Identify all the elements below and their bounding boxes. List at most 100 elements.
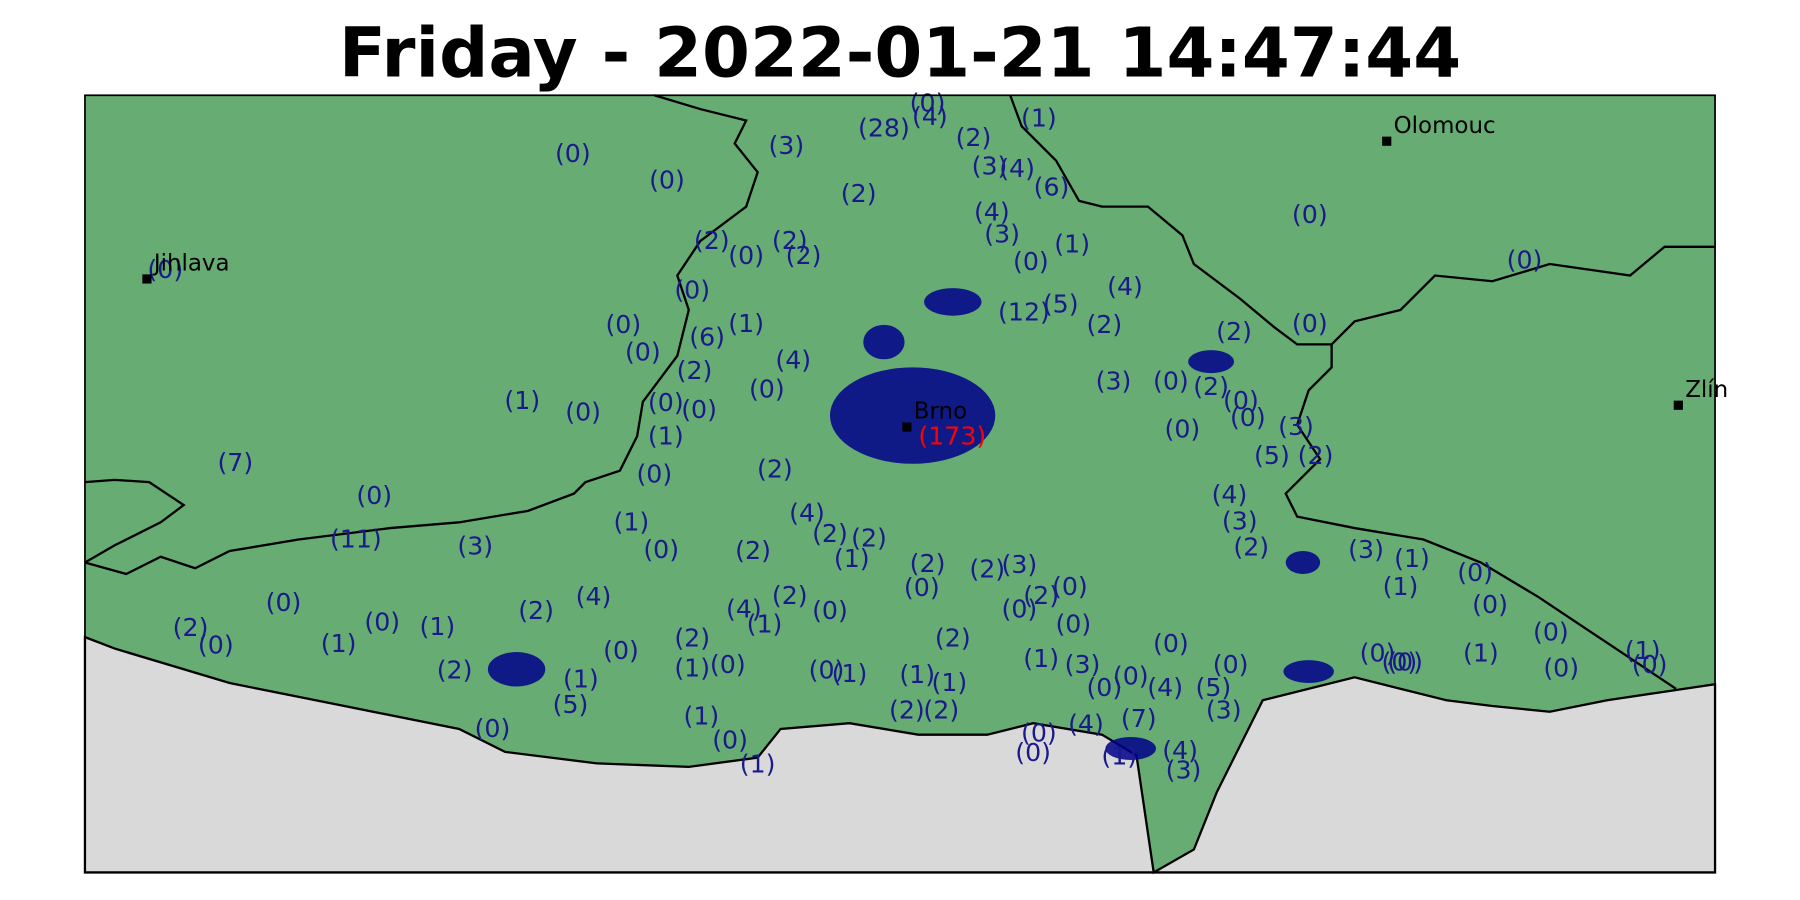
count-label: (3) <box>1222 506 1258 535</box>
count-label: (1) <box>728 309 764 338</box>
count-label: (7) <box>1121 704 1157 733</box>
count-label: (0) <box>910 88 946 117</box>
count-label: (3) <box>1278 412 1314 441</box>
count-label: (0) <box>1381 648 1417 677</box>
count-label: (1) <box>747 610 783 639</box>
count-label: (0) <box>812 596 848 625</box>
count-label: (1) <box>1394 544 1430 573</box>
count-label: (6) <box>1034 172 1070 201</box>
count-label: (2) <box>923 696 959 725</box>
count-label: (1) <box>613 507 649 536</box>
count-label: (0) <box>1533 618 1569 647</box>
count-label: (1) <box>684 701 720 730</box>
count-label: (4) <box>576 582 612 611</box>
count-label: (1) <box>931 668 967 697</box>
count-label: (0) <box>710 650 746 679</box>
count-label: (4) <box>974 198 1010 227</box>
count-label: (0) <box>1472 590 1508 619</box>
count-label: (0) <box>1153 629 1189 658</box>
count-label: (1) <box>1054 230 1090 259</box>
count-label: (1) <box>1625 636 1661 665</box>
count-label: (4) <box>1147 673 1183 702</box>
count-label: (3) <box>1348 535 1384 564</box>
count-label: (0) <box>1292 309 1328 338</box>
count-label: (4) <box>1162 736 1198 765</box>
region-borders <box>84 94 1716 690</box>
city-marker <box>142 274 152 284</box>
count-label: (0) <box>1052 572 1088 601</box>
count-label: (0) <box>636 459 672 488</box>
count-label: (2) <box>786 241 822 270</box>
count-label: (2) <box>772 226 808 255</box>
count-label: (1) <box>1101 742 1137 771</box>
count-label: (0) <box>1230 403 1266 432</box>
count-label: (2) <box>1216 317 1252 346</box>
count-label: (7) <box>217 448 253 477</box>
count-label: (0) <box>1001 595 1037 624</box>
count-label: (1) <box>899 660 935 689</box>
count-label: (4) <box>1068 710 1104 739</box>
count-label: (4) <box>912 102 948 131</box>
count-label: (0) <box>625 338 661 367</box>
count-label: (2) <box>173 613 209 642</box>
count-label: (3) <box>1001 550 1037 579</box>
count-label: (2) <box>969 555 1005 584</box>
count-label: (0) <box>1292 200 1328 229</box>
count-label: (0) <box>712 726 748 755</box>
outside-region <box>83 635 1717 875</box>
count-label: (0) <box>356 481 392 510</box>
count-label: (3) <box>768 131 804 160</box>
count-label: (2) <box>677 356 713 385</box>
count-label: (0) <box>605 310 641 339</box>
city-marker <box>1382 136 1392 146</box>
count-label: (1) <box>834 544 870 573</box>
count-label: (3) <box>1206 696 1242 725</box>
count-label: (1) <box>648 421 684 450</box>
count-label: (0) <box>1543 653 1579 682</box>
map-frame <box>84 94 1716 874</box>
count-label: (0) <box>198 630 234 659</box>
count-label: (1) <box>504 386 540 415</box>
city-name: Olomouc <box>1394 113 1496 139</box>
count-label: (0) <box>555 139 591 168</box>
count-label: (2) <box>889 696 925 725</box>
count-label: (0) <box>749 374 785 403</box>
count-label: (2) <box>674 623 710 652</box>
count-label: (0) <box>1213 650 1249 679</box>
count-label: (0) <box>1387 648 1423 677</box>
count-label: (0) <box>475 714 511 743</box>
count-label: (2) <box>910 549 946 578</box>
count-label: (2) <box>1298 441 1334 470</box>
count-label: (1) <box>321 629 357 658</box>
count-label: (2) <box>851 524 887 553</box>
count-labels: (0)(0)(3)(28)(0)(4) (1)(2)(3)(4)(6)(2)(4)… <box>147 88 1667 784</box>
count-label: (2) <box>1086 310 1122 339</box>
count-label: (0) <box>1507 246 1543 275</box>
count-label: (2) <box>694 226 730 255</box>
city-marker <box>1673 400 1683 410</box>
count-label: (2) <box>437 656 473 685</box>
city-name: Jihlava <box>152 251 230 277</box>
count-label: (0) <box>266 588 302 617</box>
map-title: Friday - 2022-01-21 14:47:44 <box>339 13 1461 93</box>
count-label: (3) <box>1065 650 1101 679</box>
count-label: (1) <box>740 750 776 779</box>
count-label: (3) <box>984 219 1020 248</box>
count-label: (5) <box>1254 441 1290 470</box>
count-label: (0) <box>1015 738 1051 767</box>
count-label: (4) <box>726 595 762 624</box>
count-label: (11) <box>330 525 382 554</box>
count-label: (2) <box>935 623 971 652</box>
count-label: (0) <box>1165 414 1201 443</box>
city-name: Brno <box>914 399 967 425</box>
count-label: (4) <box>775 346 811 375</box>
count-label: (0) <box>1013 247 1049 276</box>
count-label: (1) <box>1021 103 1057 132</box>
count-label: (0) <box>728 241 764 270</box>
count-label: (2) <box>772 581 808 610</box>
count-label: (3) <box>457 532 493 561</box>
count-label: (2) <box>1023 581 1059 610</box>
count-label: (5) <box>1196 673 1232 702</box>
count-label: (0) <box>649 165 685 194</box>
